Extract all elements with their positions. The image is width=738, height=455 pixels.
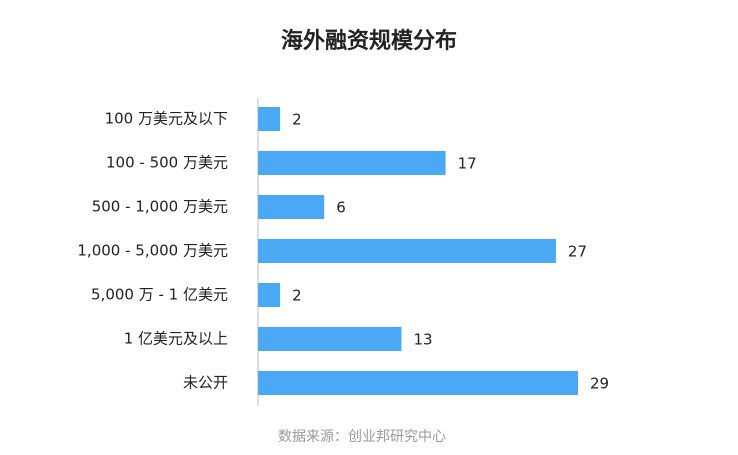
bar [258,327,402,351]
bar [258,283,281,307]
y-tick-label: 100 万美元及以下 [105,110,228,128]
bar [258,239,556,263]
value-label: 17 [458,155,477,173]
value-label: 6 [336,199,346,217]
value-label: 2 [292,111,302,129]
source-note: 数据来源：创业邦研究中心 [278,429,446,445]
chart-title: 海外融资规模分布 [281,28,457,54]
bar [258,195,325,219]
y-tick-label: 1 亿美元及以上 [124,330,228,348]
value-label: 2 [292,287,302,305]
y-tick-label: 100 - 500 万美元 [106,154,228,172]
y-tick-label: 1,000 - 5,000 万美元 [77,242,228,260]
y-tick-label: 5,000 万 - 1 亿美元 [91,286,228,304]
value-label: 13 [413,331,432,349]
value-label: 29 [590,375,609,393]
y-tick-label: 500 - 1,000 万美元 [92,198,228,216]
bar [258,151,446,175]
value-label: 27 [568,243,587,261]
bar [258,107,281,131]
bar [258,371,578,395]
y-tick-label: 未公开 [183,374,228,392]
